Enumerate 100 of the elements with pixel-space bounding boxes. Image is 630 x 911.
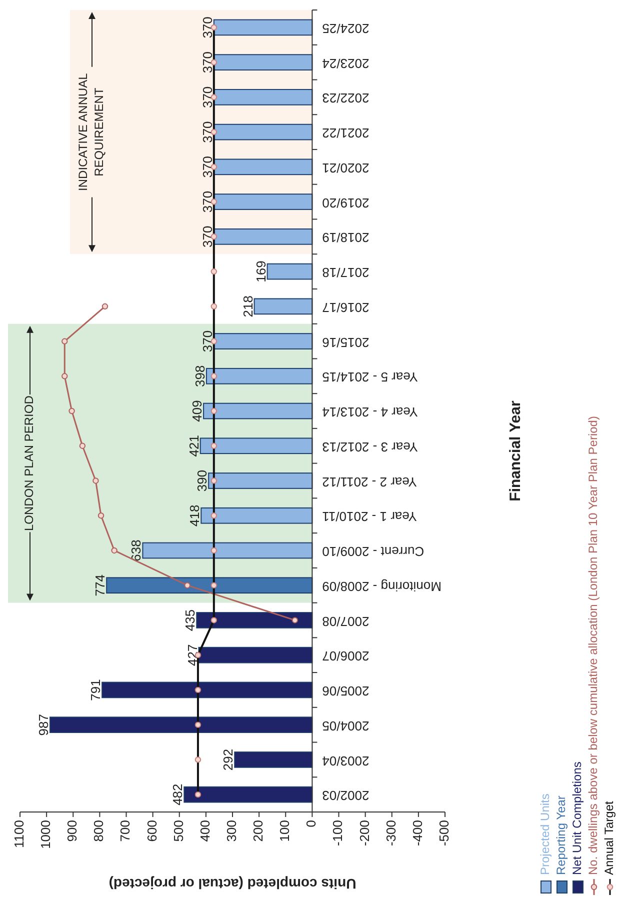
- bar: [213, 54, 313, 70]
- x-tick-label: 600: [144, 820, 160, 842]
- text: Projected Units: [538, 794, 552, 875]
- data-label: 370: [200, 16, 215, 38]
- bar: [213, 333, 313, 350]
- y-tick-label: 2005/06: [322, 684, 370, 699]
- bar: [266, 263, 313, 280]
- point: [184, 582, 190, 588]
- point: [111, 547, 118, 554]
- x-tick-label: 100: [277, 820, 292, 842]
- x-axis-title: Units completed (actual or projected): [108, 876, 356, 892]
- data-label: 218: [240, 296, 256, 318]
- data-label: 418: [187, 504, 202, 526]
- data-label: 791: [88, 679, 104, 701]
- data-label: 774: [92, 574, 108, 596]
- data-label: 435: [182, 609, 198, 632]
- y-axis-title: Financial Year: [507, 400, 524, 502]
- data-label: 370: [200, 86, 215, 108]
- data-label: 370: [200, 51, 215, 74]
- y-tick-label: 2003/04: [322, 753, 370, 768]
- point: [102, 303, 108, 310]
- bar: [200, 438, 313, 454]
- bar: [213, 124, 313, 140]
- bar: [198, 646, 313, 664]
- bar: [102, 682, 313, 698]
- text: No. dwellings above or below cumulative allocation (London Plan 10 Year Plan Period): [586, 416, 600, 875]
- y-tick-label: 2016/17: [322, 300, 370, 315]
- x-tick-label: -500: [436, 820, 452, 846]
- x-tick-label: 900: [64, 820, 80, 842]
- x-tick-label: 1000: [38, 820, 53, 849]
- y-tick-label: 2024/25: [322, 20, 370, 36]
- bar: [213, 19, 313, 36]
- y-tick-label: 2006/07: [322, 648, 370, 664]
- bar: [106, 577, 313, 594]
- y-tick-label: 2015/16: [322, 334, 370, 350]
- point: [98, 512, 104, 519]
- x-tick-label: 500: [170, 820, 186, 842]
- bar: [213, 158, 313, 176]
- bar: [142, 542, 313, 559]
- data-label: 370: [200, 226, 215, 248]
- y-tick-label: 2021/22: [322, 126, 370, 141]
- y-tick-label: 2017/18: [322, 265, 370, 280]
- x-tick-label: 1100: [11, 820, 26, 848]
- y-tick-label: 2004/05: [322, 718, 370, 734]
- text: Annual Target: [602, 800, 616, 875]
- y-tick-label: 2020/21: [322, 160, 370, 176]
- x-tick-label: 0: [304, 820, 319, 828]
- x-tick-label: 700: [118, 820, 133, 842]
- bar: [206, 368, 313, 384]
- y-tick-label: 2022/23: [322, 90, 370, 106]
- y-tick-label: Monitoring - 2008/09: [322, 578, 442, 594]
- point: [92, 478, 99, 484]
- data-label: 370: [200, 121, 215, 143]
- data-label: 169: [253, 260, 268, 282]
- x-tick-label: 800: [91, 820, 106, 842]
- x-tick-label: -200: [356, 820, 372, 846]
- band-label: INDICATIVE ANNUAL REQUIREMENT: [76, 72, 106, 191]
- bar: [208, 472, 313, 489]
- point: [68, 408, 75, 414]
- point: [292, 617, 298, 624]
- band-label: LONDON PLAN PERIOD: [22, 395, 36, 531]
- y-tick-label: 2018/19: [322, 230, 370, 246]
- bar: [184, 786, 313, 803]
- y-tick-label: Year 2 - 2011/12: [322, 474, 417, 490]
- bar: [213, 194, 313, 210]
- data-label: 370: [200, 156, 215, 178]
- point: [62, 373, 68, 380]
- data-label: 987: [36, 714, 52, 736]
- y-tick-label: Year 5 - 2014/15: [322, 370, 418, 385]
- bar: [254, 298, 313, 315]
- bar: [203, 402, 313, 420]
- bar: [50, 716, 313, 733]
- y-tick-label: 2023/24: [322, 56, 370, 71]
- bar: [213, 228, 313, 245]
- x-tick-label: -300: [383, 820, 398, 846]
- data-label: 390: [194, 470, 210, 492]
- text: Reporting Year: [554, 796, 568, 875]
- data-label: 421: [186, 435, 202, 457]
- bar: [200, 507, 313, 524]
- y-tick-label: Year 4 - 2013/14: [322, 404, 418, 420]
- data-label: 482: [170, 784, 186, 806]
- point: [79, 442, 86, 449]
- y-tick-label: Current - 2009/10: [322, 544, 424, 560]
- data-label: 409: [190, 400, 205, 422]
- text: Net Unit Completions: [570, 762, 584, 875]
- y-tick-label: Year 1 - 2010/11: [322, 509, 417, 524]
- y-tick-label: 2019/20: [322, 195, 370, 210]
- x-tick-label: 400: [197, 820, 212, 842]
- x-tick-label: -400: [410, 820, 425, 846]
- y-tick-label: 2007/08: [322, 614, 370, 629]
- y-tick-label: 2002/03: [322, 788, 370, 804]
- bar: [234, 752, 313, 768]
- data-label: 398: [192, 365, 208, 387]
- point: [62, 338, 68, 344]
- data-label: 292: [220, 748, 236, 771]
- x-tick-label: -100: [330, 820, 346, 846]
- y-tick-label: Year 3 - 2012/13: [322, 439, 418, 454]
- x-tick-label: 300: [224, 820, 239, 842]
- x-tick-label: 200: [250, 820, 266, 842]
- bar: [196, 612, 313, 628]
